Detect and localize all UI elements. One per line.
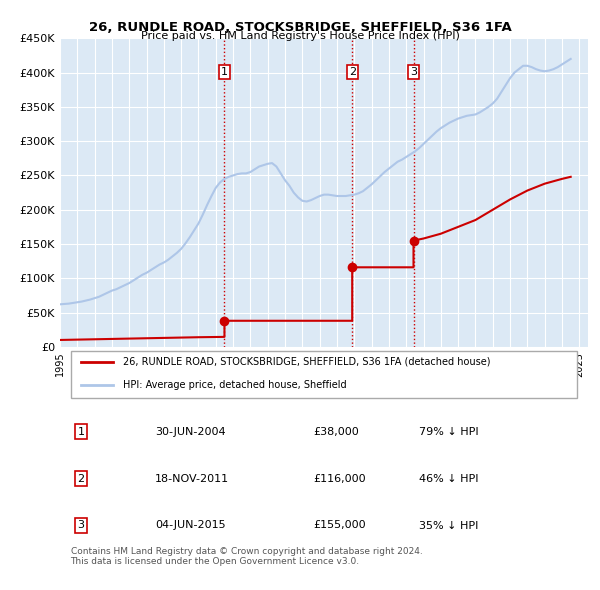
Text: 2: 2 xyxy=(77,474,85,484)
Text: 1: 1 xyxy=(221,67,228,77)
Text: 2: 2 xyxy=(349,67,356,77)
Text: £116,000: £116,000 xyxy=(313,474,366,484)
FancyBboxPatch shape xyxy=(71,405,577,543)
Text: 3: 3 xyxy=(77,520,85,530)
Text: £155,000: £155,000 xyxy=(313,520,366,530)
Text: 1: 1 xyxy=(77,427,85,437)
Text: Contains HM Land Registry data © Crown copyright and database right 2024.
This d: Contains HM Land Registry data © Crown c… xyxy=(71,547,422,566)
Text: 3: 3 xyxy=(410,67,417,77)
Text: Price paid vs. HM Land Registry's House Price Index (HPI): Price paid vs. HM Land Registry's House … xyxy=(140,31,460,41)
Text: 26, RUNDLE ROAD, STOCKSBRIDGE, SHEFFIELD, S36 1FA: 26, RUNDLE ROAD, STOCKSBRIDGE, SHEFFIELD… xyxy=(89,21,511,34)
Text: 46% ↓ HPI: 46% ↓ HPI xyxy=(419,474,479,484)
FancyBboxPatch shape xyxy=(71,350,577,398)
Text: £38,000: £38,000 xyxy=(313,427,359,437)
Text: 26, RUNDLE ROAD, STOCKSBRIDGE, SHEFFIELD, S36 1FA (detached house): 26, RUNDLE ROAD, STOCKSBRIDGE, SHEFFIELD… xyxy=(124,357,491,367)
Text: 18-NOV-2011: 18-NOV-2011 xyxy=(155,474,229,484)
Text: 79% ↓ HPI: 79% ↓ HPI xyxy=(419,427,479,437)
Text: HPI: Average price, detached house, Sheffield: HPI: Average price, detached house, Shef… xyxy=(124,381,347,390)
Text: 04-JUN-2015: 04-JUN-2015 xyxy=(155,520,226,530)
Text: 30-JUN-2004: 30-JUN-2004 xyxy=(155,427,226,437)
Text: 35% ↓ HPI: 35% ↓ HPI xyxy=(419,520,478,530)
